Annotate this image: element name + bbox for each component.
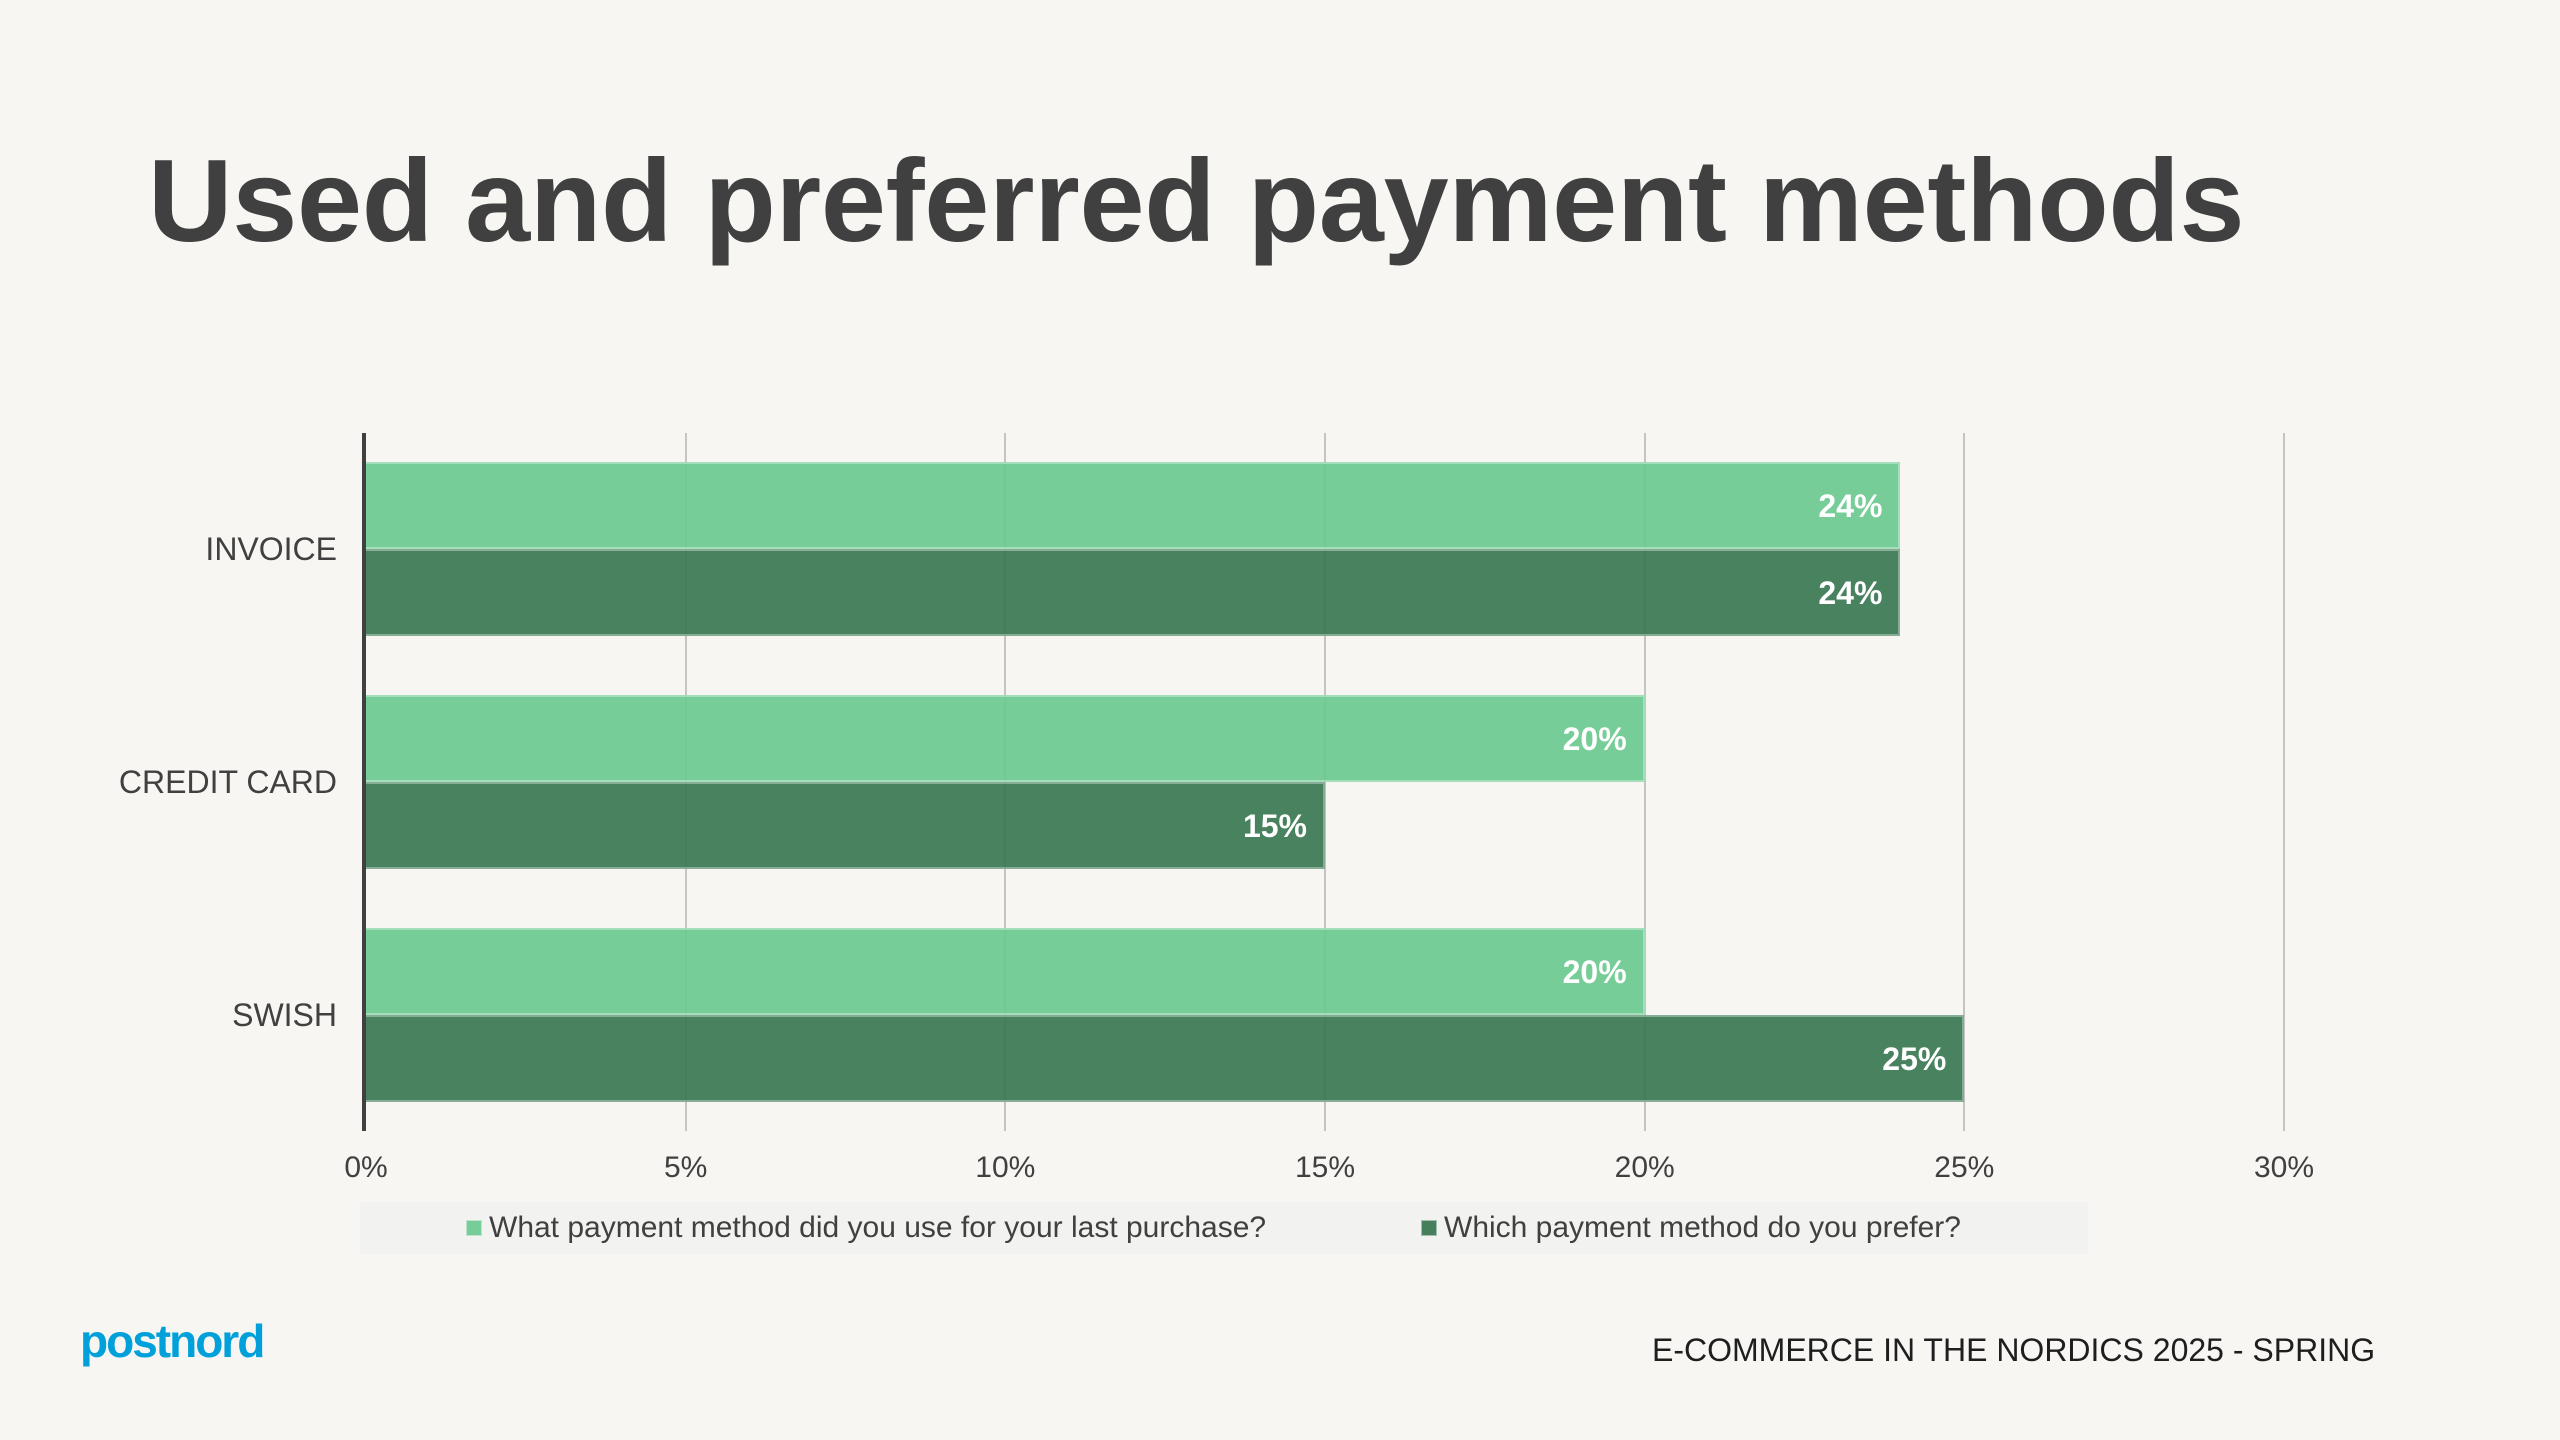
bar-value-label: 20%	[1562, 720, 1627, 757]
bar-invoice-last-purchase: 24%	[366, 462, 1901, 549]
bar-credit-card-last-purchase: 20%	[366, 695, 1645, 782]
footer-report-name: E-COMMERCE IN THE NORDICS 2025 - SPRING	[1652, 1332, 2376, 1368]
legend-item-last-purchase: What payment method did you use for your…	[466, 1202, 1266, 1254]
slide-title: Used and preferred payment methods	[148, 135, 2245, 266]
x-tick-label: 10%	[975, 1151, 1036, 1184]
bar-value-label: 25%	[1882, 1040, 1947, 1077]
x-tick-label: 0%	[344, 1151, 388, 1184]
bar-value-label: 24%	[1818, 487, 1883, 524]
legend-swatch-dark-green-icon	[1421, 1220, 1437, 1236]
gridline	[1324, 433, 1326, 1131]
bar-invoice-preferred: 24%	[366, 549, 1901, 636]
category-label: SWISH	[232, 997, 337, 1033]
y-axis-line	[362, 433, 366, 1131]
x-tick-label: 15%	[1294, 1151, 1356, 1184]
bar-value-label: 15%	[1242, 807, 1307, 844]
bar-value-label: 20%	[1562, 953, 1627, 990]
legend-swatch-light-green-icon	[466, 1220, 482, 1236]
bar-swish-last-purchase: 20%	[366, 928, 1645, 1015]
gridline	[2283, 433, 2285, 1131]
legend-label: Which payment method do you prefer?	[1444, 1211, 1961, 1244]
legend-label: What payment method did you use for your…	[489, 1211, 1267, 1244]
x-tick-label: 25%	[1934, 1151, 1995, 1184]
category-label: INVOICE	[205, 531, 337, 567]
category-label: CREDIT CARD	[118, 764, 337, 800]
legend-item-preferred: Which payment method do you prefer?	[1421, 1202, 1961, 1254]
bar-credit-card-preferred: 15%	[366, 782, 1325, 869]
plot-area: 24% 24% 20% 15% 20% 25%	[366, 433, 2285, 1131]
x-tick-label: 30%	[2253, 1151, 2315, 1184]
gridline	[1643, 433, 1646, 1131]
chart-legend: What payment method did you use for your…	[360, 1202, 2088, 1254]
x-tick-label: 20%	[1614, 1151, 1675, 1184]
postnord-logo: postnord	[80, 1315, 265, 1367]
bar-value-label: 24%	[1818, 574, 1883, 611]
gridline	[1963, 433, 1966, 1131]
x-tick-label: 5%	[663, 1151, 708, 1184]
bar-swish-preferred: 25%	[366, 1015, 1965, 1102]
